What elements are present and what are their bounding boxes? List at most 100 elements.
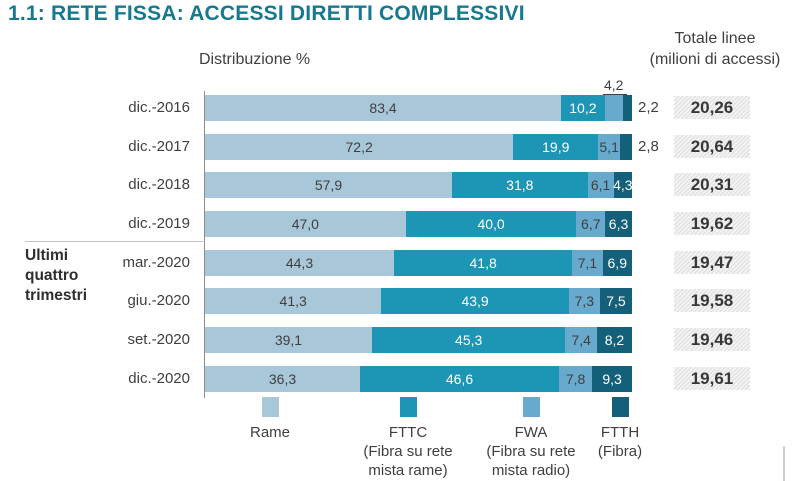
segment-value-label: 72,2 <box>345 139 373 155</box>
segment-value-label: 45,3 <box>455 332 483 348</box>
bar-segment-fwa: 7,4 <box>565 327 597 353</box>
legend-swatch-ftth <box>612 397 629 417</box>
total-value: 20,26 <box>674 96 750 119</box>
segment-value-label: 5,1 <box>599 139 619 155</box>
segment-value-label: 7,8 <box>565 371 586 387</box>
segment-value-label: 83,4 <box>369 100 397 116</box>
bar-segment-fwa <box>604 95 623 121</box>
chart-row: set.-2020 39,1 45,3 7,4 8,2 19,46 <box>0 327 800 353</box>
total-value: 19,61 <box>674 367 750 390</box>
group-label: Ultimi quattro trimestri <box>25 246 87 306</box>
bar-segment-rame: 39,1 <box>205 327 372 353</box>
legend-label-fwa: FWA (Fibra su rete mista radio) <box>466 423 596 480</box>
legend-swatch-fwa <box>523 397 540 417</box>
total-value: 19,58 <box>674 289 750 312</box>
row-label: set.-2020 <box>127 331 190 348</box>
bar-track: 36,3 46,6 7,8 9,3 <box>205 366 632 392</box>
bar-track: 57,9 31,8 6,1 4,3 <box>205 172 633 198</box>
chart-row: mar.-2020 44,3 41,8 7,1 6,9 19,47 <box>0 250 800 276</box>
row-label: giu.-2020 <box>127 292 190 309</box>
segment-value-label: 41,3 <box>279 293 307 309</box>
legend-label-fttc: FTTC (Fibra su rete mista rame) <box>343 423 473 480</box>
group-label-line2: quattro <box>25 267 79 284</box>
distribution-axis-title: Distribuzione % <box>199 51 311 68</box>
bar-segment-fttc: 45,3 <box>371 327 566 353</box>
bar-segment-ftth: 6,9 <box>602 250 632 276</box>
segment-value-label: 6,1 <box>590 177 611 193</box>
bar-track: 72,2 19,9 5,1 <box>205 134 632 160</box>
y-axis-line <box>204 91 205 398</box>
bar-segment-rame: 57,9 <box>205 172 452 198</box>
segment-value-label: 40,0 <box>477 216 505 232</box>
legend-swatch-rame <box>262 397 279 417</box>
segment-value-label: 4,3 <box>613 177 633 193</box>
bar-segment-fwa: 7,8 <box>558 366 593 392</box>
bar-segment-rame: 83,4 <box>205 95 562 121</box>
bar-segment-fttc: 19,9 <box>513 134 599 160</box>
bar-segment-fttc: 41,8 <box>393 250 573 276</box>
segment-value-label: 31,8 <box>506 177 534 193</box>
chart-row: dic.-2018 57,9 31,8 6,1 4,3 20,31 <box>0 172 800 198</box>
bar-segment-rame: 72,2 <box>205 134 514 160</box>
legend-series-subtitle: (Fibra su rete <box>486 443 576 460</box>
chart-row: dic.-2019 47,0 40,0 6,7 6,3 19,62 <box>0 211 800 237</box>
row-label: dic.-2017 <box>128 138 190 155</box>
bar-segment-ftth: 7,5 <box>599 288 632 314</box>
segment-value-label: 6,7 <box>581 216 601 232</box>
row-label: mar.-2020 <box>122 254 190 271</box>
bar-segment-fttc: 43,9 <box>381 288 569 314</box>
fwa-callout-label: 4,2 <box>603 78 628 95</box>
bar-segment-fwa: 6,7 <box>576 211 606 237</box>
bar-segment-fwa: 7,3 <box>568 288 600 314</box>
bar-segment-ftth: 9,3 <box>592 366 632 392</box>
segment-value-label: 7,4 <box>571 332 591 348</box>
bar-segment-ftth <box>622 95 632 121</box>
bar-segment-fttc: 31,8 <box>451 172 588 198</box>
legend-label-ftth: FTTH (Fibra) <box>555 423 685 461</box>
totals-header-line1: Totale linee <box>674 30 756 47</box>
segment-value-label: 10,2 <box>569 100 597 116</box>
row-label: dic.-2019 <box>128 215 190 232</box>
segment-value-label: 57,9 <box>314 177 343 193</box>
bar-track: 39,1 45,3 7,4 8,2 <box>205 327 632 353</box>
total-value: 20,64 <box>674 135 750 158</box>
bar-segment-ftth <box>620 134 632 160</box>
totals-header-line2: (milioni di accessi) <box>649 51 781 68</box>
bar-track: 41,3 43,9 7,3 7,5 <box>205 288 632 314</box>
chart-row: dic.-2016 83,4 10,2 4,2 2,2 20,26 <box>0 78 800 121</box>
segment-value-label: 46,6 <box>445 371 474 387</box>
decorative-vertical-line <box>783 446 785 481</box>
segment-value-label: 7,1 <box>577 255 598 271</box>
bar-segment-fwa: 7,1 <box>572 250 603 276</box>
bar-segment-fttc: 40,0 <box>405 211 577 237</box>
group-label-line1: Ultimi <box>25 247 69 264</box>
legend-swatch-fttc <box>400 397 417 417</box>
segment-value-label: 47,0 <box>291 216 319 232</box>
bar-segment-fwa: 5,1 <box>598 134 621 160</box>
total-value: 19,62 <box>674 212 750 235</box>
group-label-line3: trimestri <box>25 287 88 304</box>
legend-series-name: Rame <box>249 424 290 441</box>
bar-track: 47,0 40,0 6,7 6,3 <box>205 211 632 237</box>
segment-value-label: 8,2 <box>604 332 625 348</box>
legend-series-name: FWA <box>514 424 548 441</box>
bar-segment-rame: 44,3 <box>205 250 394 276</box>
segment-value-label: 41,8 <box>469 255 497 271</box>
bar-segment-ftth: 6,3 <box>605 211 632 237</box>
group-separator-line <box>25 241 205 242</box>
chart-row: dic.-2017 72,2 19,9 5,1 2,8 20,64 <box>0 134 800 160</box>
bar-segment-fttc: 46,6 <box>360 366 559 392</box>
bar-track: 44,3 41,8 7,1 6,9 <box>205 250 632 276</box>
segment-value-label: 44,3 <box>285 255 314 271</box>
segment-value-label: 6,3 <box>608 216 629 232</box>
row-label: dic.-2018 <box>128 176 190 193</box>
segment-value-label: 39,1 <box>274 332 303 348</box>
ftth-outside-label: 2,8 <box>638 138 659 155</box>
row-label: dic.-2016 <box>128 99 190 116</box>
ftth-outside-label: 2,2 <box>638 99 659 116</box>
bar-segment-ftth: 4,3 <box>613 172 633 198</box>
legend-series-subtitle: mista rame) <box>368 462 448 479</box>
bar-segment-ftth: 8,2 <box>596 327 632 353</box>
